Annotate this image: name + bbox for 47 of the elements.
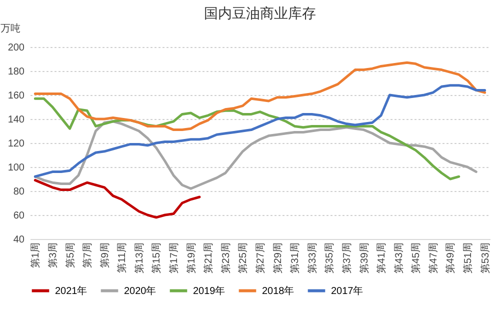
- x-tick-label: 第11周: [116, 242, 128, 273]
- x-tick-label: 第29周: [272, 242, 284, 274]
- x-tick-label: 第53周: [479, 242, 492, 274]
- y-tick-label: 200: [8, 42, 25, 54]
- y-tick-label: 120: [8, 138, 25, 150]
- legend-label: 2021年: [55, 284, 88, 297]
- x-tick-label: 第25周: [237, 242, 250, 274]
- x-tick-label: 第5周: [64, 242, 76, 268]
- x-tick-label: 第43周: [392, 242, 405, 274]
- x-tick-label: 第9周: [98, 242, 111, 268]
- x-tick-label: 第21周: [202, 242, 215, 274]
- y-tick-label: 180: [8, 66, 25, 78]
- line-series: [34, 84, 486, 178]
- y-tick-label: 40: [13, 234, 25, 246]
- y-tick-label: 80: [13, 186, 25, 198]
- x-tick-label: 第51周: [462, 242, 474, 274]
- x-tick-label: 第41周: [376, 242, 388, 274]
- x-tick-label: 第23周: [220, 242, 232, 274]
- y-tick-label: 160: [8, 90, 25, 102]
- legend-label: 2017年: [331, 284, 364, 297]
- x-tick-label: 第37周: [340, 242, 353, 274]
- legend-label: 2019年: [193, 284, 226, 297]
- y-tick-label: 140: [8, 114, 25, 126]
- x-tick-label: 第15周: [150, 242, 163, 274]
- x-tick-label: 第19周: [185, 242, 198, 274]
- line-series: [34, 61, 486, 132]
- line-series: [34, 120, 478, 190]
- x-tick-label: 第17周: [168, 242, 180, 274]
- x-tick-label: 第3周: [46, 242, 59, 268]
- x-tick-label: 第33周: [306, 242, 318, 274]
- legend-label: 2018年: [262, 284, 294, 297]
- x-tick-label: 第45周: [410, 242, 422, 274]
- y-axis-title: 万吨: [0, 22, 20, 34]
- line-series: [34, 178, 201, 219]
- x-tick-label: 第39周: [358, 242, 370, 274]
- x-tick-label: 第1周: [30, 242, 42, 268]
- chart-title: 国内豆油商业库存: [204, 5, 316, 21]
- x-tick-label: 第49周: [444, 242, 457, 274]
- x-tick-label: 第47周: [427, 242, 440, 274]
- x-tick-label: 第35周: [324, 242, 336, 274]
- x-tick-label: 第31周: [289, 242, 302, 274]
- x-tick-label: 第7周: [82, 242, 94, 268]
- y-tick-label: 100: [8, 162, 25, 174]
- legend-label: 2020年: [124, 284, 156, 297]
- y-tick-label: 60: [13, 210, 25, 222]
- x-tick-label: 第27周: [254, 242, 266, 274]
- x-tick-label: 第13周: [133, 242, 146, 274]
